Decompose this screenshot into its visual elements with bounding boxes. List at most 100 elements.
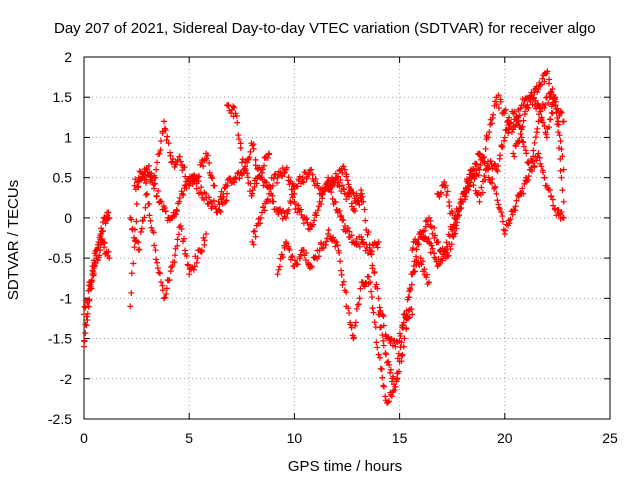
data-point bbox=[174, 236, 181, 243]
data-point bbox=[352, 319, 359, 326]
data-point bbox=[423, 274, 430, 281]
data-point bbox=[314, 180, 321, 187]
data-point bbox=[385, 398, 392, 405]
data-point bbox=[142, 204, 149, 211]
data-point bbox=[159, 287, 166, 294]
data-point bbox=[494, 168, 501, 175]
data-point bbox=[163, 290, 170, 297]
data-point bbox=[557, 138, 564, 145]
data-point bbox=[247, 148, 254, 155]
data-point bbox=[219, 195, 226, 202]
data-point bbox=[291, 257, 298, 264]
data-point bbox=[401, 335, 408, 342]
data-point bbox=[545, 124, 552, 131]
data-point bbox=[508, 129, 515, 136]
data-point bbox=[411, 258, 418, 265]
data-point bbox=[205, 194, 212, 201]
data-point bbox=[463, 176, 470, 183]
data-point bbox=[547, 116, 554, 123]
data-point bbox=[357, 285, 364, 292]
data-point bbox=[418, 229, 425, 236]
data-point bbox=[536, 82, 543, 89]
data-point bbox=[233, 112, 240, 119]
data-point bbox=[443, 239, 450, 246]
data-point bbox=[197, 248, 204, 255]
data-point bbox=[417, 255, 424, 262]
data-point bbox=[531, 162, 538, 169]
data-point bbox=[340, 186, 347, 193]
data-point bbox=[495, 204, 502, 211]
data-point bbox=[515, 193, 522, 200]
data-point bbox=[431, 224, 438, 231]
data-point bbox=[287, 199, 294, 206]
data-point bbox=[259, 169, 266, 176]
data-point bbox=[362, 217, 369, 224]
data-point bbox=[192, 175, 199, 182]
data-point bbox=[426, 279, 433, 286]
data-point bbox=[511, 153, 518, 160]
data-point bbox=[404, 315, 411, 322]
data-point bbox=[345, 305, 352, 312]
data-point bbox=[369, 265, 376, 272]
data-point bbox=[296, 173, 303, 180]
data-point bbox=[375, 295, 382, 302]
data-point bbox=[160, 295, 167, 302]
data-point bbox=[176, 194, 183, 201]
data-point bbox=[161, 204, 168, 211]
data-point bbox=[314, 207, 321, 214]
data-point bbox=[379, 374, 386, 381]
data-point bbox=[549, 85, 556, 92]
data-point bbox=[193, 185, 200, 192]
data-point bbox=[276, 263, 283, 270]
data-point bbox=[249, 142, 256, 149]
chart-title: Day 207 of 2021, Sidereal Day-to-day VTE… bbox=[54, 20, 596, 37]
data-point bbox=[344, 177, 351, 184]
data-point bbox=[525, 160, 532, 167]
data-point bbox=[530, 147, 537, 154]
data-point bbox=[538, 163, 545, 170]
data-point bbox=[476, 166, 483, 173]
data-point bbox=[473, 161, 480, 168]
data-point bbox=[422, 234, 429, 241]
data-point bbox=[305, 170, 312, 177]
data-point bbox=[392, 383, 399, 390]
data-point bbox=[106, 255, 113, 262]
data-point bbox=[81, 337, 88, 344]
data-point bbox=[338, 267, 345, 274]
data-point bbox=[238, 159, 245, 166]
data-point bbox=[496, 206, 503, 212]
data-point bbox=[235, 132, 242, 139]
data-point bbox=[501, 134, 508, 141]
data-point bbox=[154, 259, 161, 266]
data-point bbox=[543, 134, 550, 141]
data-point bbox=[155, 269, 162, 276]
data-point bbox=[490, 111, 497, 118]
data-point bbox=[369, 305, 376, 312]
data-point bbox=[333, 239, 340, 246]
data-point bbox=[249, 187, 256, 194]
data-point bbox=[375, 239, 382, 246]
data-point bbox=[257, 174, 264, 181]
data-point bbox=[400, 319, 407, 326]
data-point bbox=[334, 242, 341, 249]
data-point bbox=[358, 190, 365, 197]
data-point bbox=[549, 196, 556, 203]
data-point bbox=[418, 261, 425, 268]
y-tick-label: -1 bbox=[60, 290, 73, 306]
data-point bbox=[148, 174, 155, 181]
data-point bbox=[270, 175, 277, 182]
data-point bbox=[476, 198, 483, 205]
data-point bbox=[340, 216, 347, 223]
data-point bbox=[472, 187, 479, 194]
data-point bbox=[551, 95, 558, 102]
data-point bbox=[85, 287, 92, 294]
data-point bbox=[337, 258, 344, 265]
data-point bbox=[253, 180, 260, 187]
data-point bbox=[560, 118, 567, 125]
data-point bbox=[201, 237, 208, 244]
data-point bbox=[346, 228, 353, 235]
data-point bbox=[444, 243, 451, 250]
data-point bbox=[244, 170, 251, 177]
data-point bbox=[439, 257, 446, 264]
data-point bbox=[274, 174, 281, 181]
